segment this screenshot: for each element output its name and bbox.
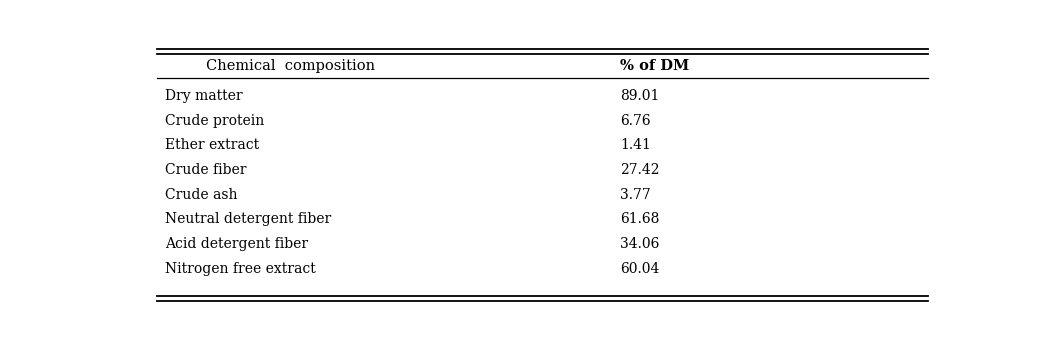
- Text: Nitrogen free extract: Nitrogen free extract: [165, 262, 315, 276]
- Text: Chemical  composition: Chemical composition: [206, 59, 376, 73]
- Text: 6.76: 6.76: [620, 114, 651, 128]
- Text: Crude protein: Crude protein: [165, 114, 264, 128]
- Text: Crude ash: Crude ash: [165, 188, 238, 202]
- Text: % of DM: % of DM: [620, 59, 690, 73]
- Text: Neutral detergent fiber: Neutral detergent fiber: [165, 212, 331, 226]
- Text: 61.68: 61.68: [620, 212, 659, 226]
- Text: Ether extract: Ether extract: [165, 138, 259, 152]
- Text: Dry matter: Dry matter: [165, 89, 242, 103]
- Text: 60.04: 60.04: [620, 262, 659, 276]
- Text: 3.77: 3.77: [620, 188, 651, 202]
- Text: 27.42: 27.42: [620, 163, 659, 177]
- Text: 89.01: 89.01: [620, 89, 659, 103]
- Text: 34.06: 34.06: [620, 237, 659, 251]
- Text: 1.41: 1.41: [620, 138, 651, 152]
- Text: Acid detergent fiber: Acid detergent fiber: [165, 237, 308, 251]
- Text: Crude fiber: Crude fiber: [165, 163, 247, 177]
